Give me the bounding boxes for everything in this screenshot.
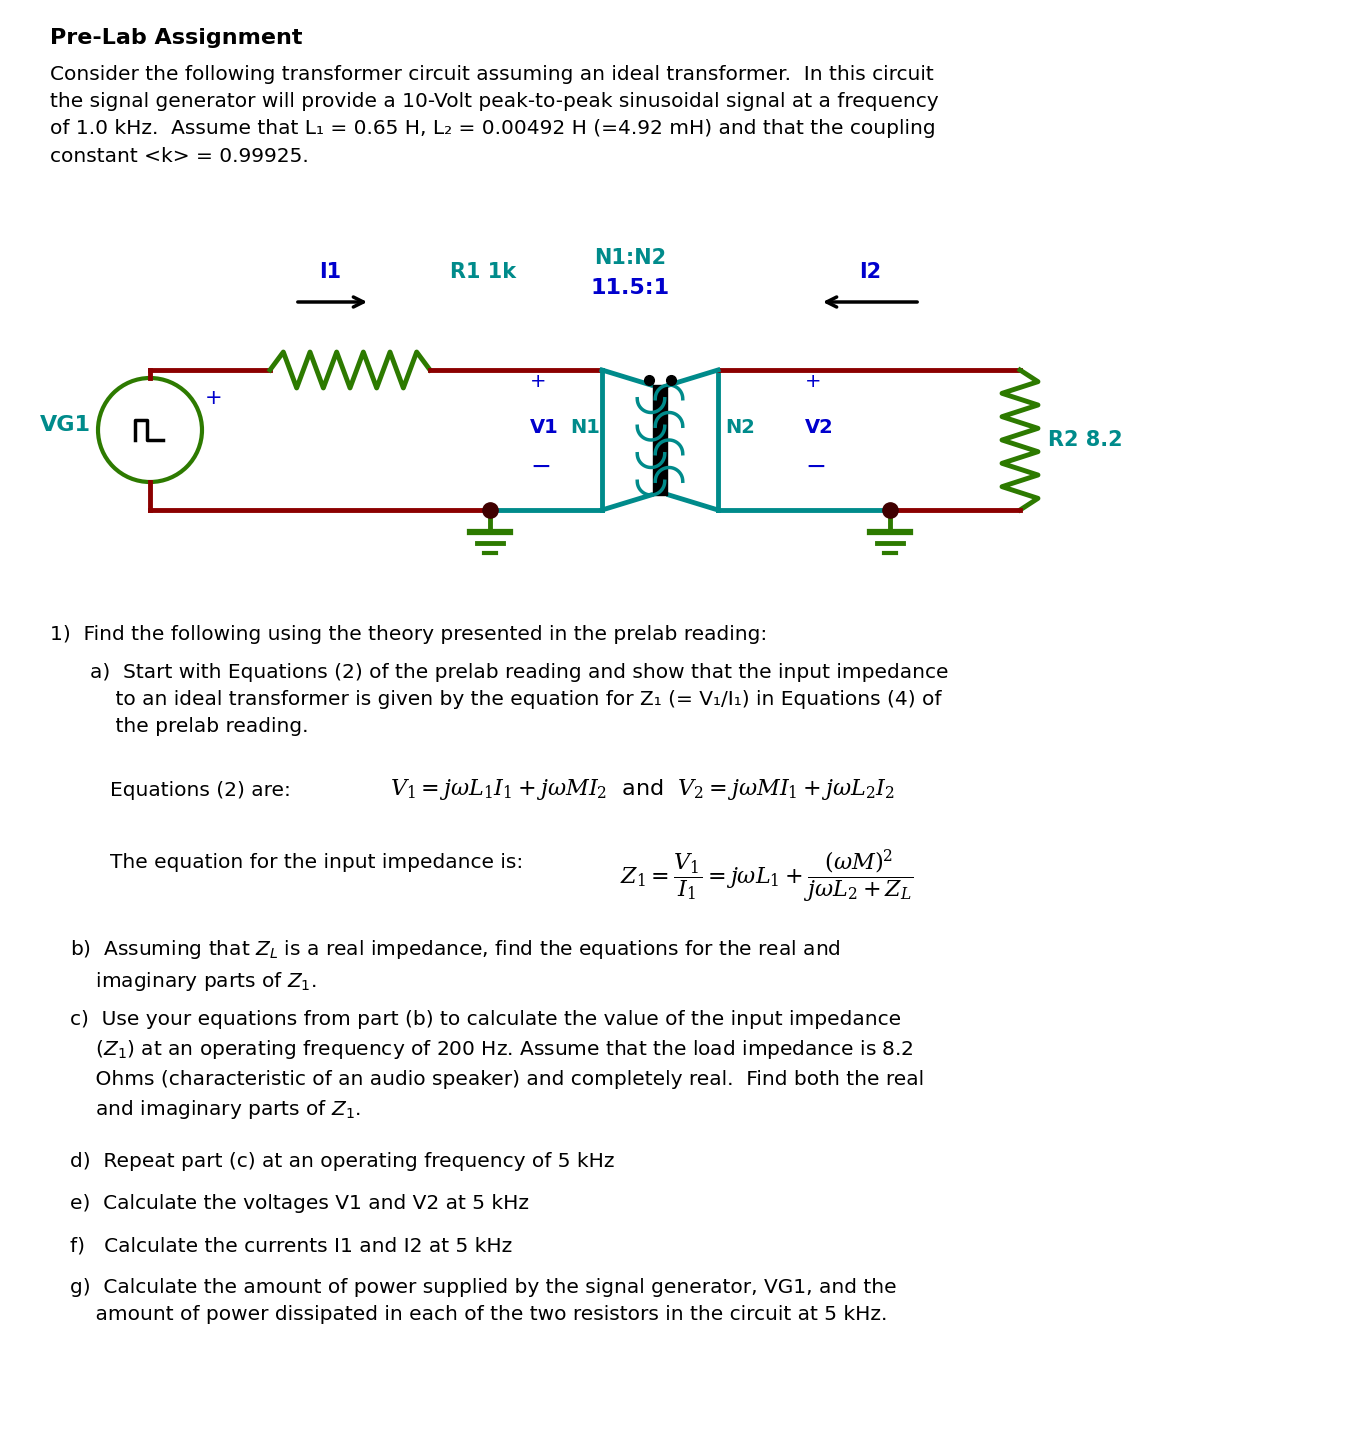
Text: b)  Assuming that $Z_L$ is a real impedance, find the equations for the real and: b) Assuming that $Z_L$ is a real impedan…	[70, 937, 841, 994]
Text: The equation for the input impedance is:: The equation for the input impedance is:	[109, 852, 529, 873]
Text: I1: I1	[319, 262, 341, 282]
Text: +: +	[529, 372, 546, 392]
Text: V1: V1	[529, 418, 558, 436]
Text: −: −	[804, 455, 826, 480]
Text: N1:N2: N1:N2	[594, 248, 666, 268]
Text: +: +	[804, 372, 822, 392]
Text: d)  Repeat part (c) at an operating frequency of 5 kHz: d) Repeat part (c) at an operating frequ…	[70, 1152, 614, 1171]
Text: I2: I2	[859, 262, 881, 282]
Text: 1)  Find the following using the theory presented in the prelab reading:: 1) Find the following using the theory p…	[51, 625, 767, 644]
Text: Equations (2) are:: Equations (2) are:	[109, 780, 304, 801]
Text: R2 8.2: R2 8.2	[1048, 431, 1123, 449]
Text: f)   Calculate the currents I1 and I2 at 5 kHz: f) Calculate the currents I1 and I2 at 5…	[70, 1236, 512, 1256]
Text: N1: N1	[570, 418, 601, 436]
Text: Pre-Lab Assignment: Pre-Lab Assignment	[51, 27, 302, 48]
Text: R1 1k: R1 1k	[450, 262, 516, 282]
Text: +: +	[205, 387, 223, 408]
Text: $V_1 = j\omega L_1 I_1 + j\omega M I_2$  and  $V_2 = j\omega M I_1 + j\omega L_2: $V_1 = j\omega L_1 I_1 + j\omega M I_2$ …	[390, 778, 895, 802]
Text: c)  Use your equations from part (b) to calculate the value of the input impedan: c) Use your equations from part (b) to c…	[70, 1009, 925, 1120]
Text: VG1: VG1	[40, 415, 92, 435]
Text: g)  Calculate the amount of power supplied by the signal generator, VG1, and the: g) Calculate the amount of power supplie…	[70, 1279, 896, 1325]
Bar	[653, 384, 668, 495]
Text: a)  Start with Equations (2) of the prelab reading and show that the input imped: a) Start with Equations (2) of the prela…	[90, 662, 948, 736]
Text: e)  Calculate the voltages V1 and V2 at 5 kHz: e) Calculate the voltages V1 and V2 at 5…	[70, 1194, 529, 1212]
Text: V2: V2	[804, 418, 833, 436]
Text: Consider the following transformer circuit assuming an ideal transformer.  In th: Consider the following transformer circu…	[51, 65, 938, 166]
Text: 11.5:1: 11.5:1	[591, 278, 669, 298]
Text: $Z_1 = \dfrac{V_1}{I_1} = j\omega L_1 + \dfrac{(\omega M)^2}{j\omega L_2+Z_L}$: $Z_1 = \dfrac{V_1}{I_1} = j\omega L_1 + …	[620, 848, 914, 906]
Text: N2: N2	[725, 418, 755, 436]
Text: −: −	[529, 455, 551, 480]
